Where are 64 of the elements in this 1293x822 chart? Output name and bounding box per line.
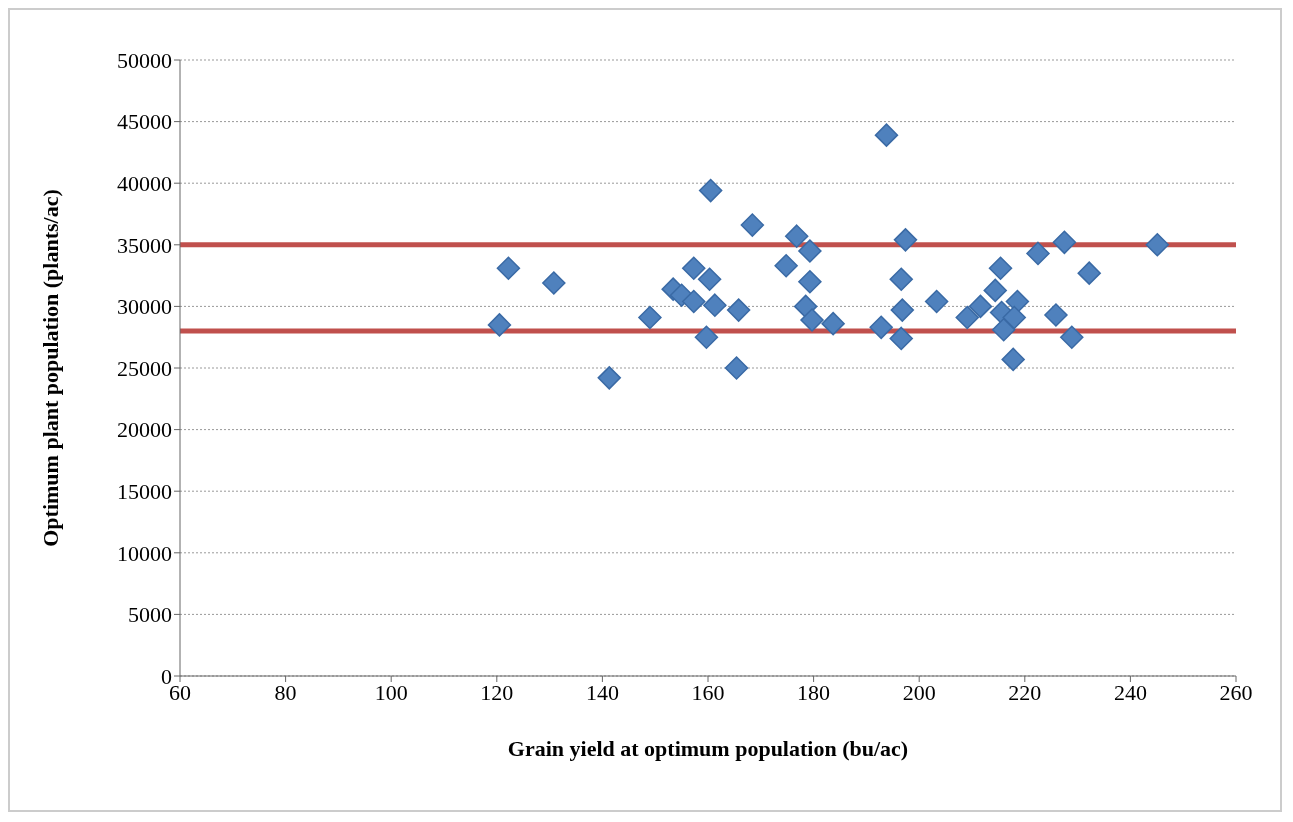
point bbox=[726, 298, 751, 322]
x-axis-title: Grain yield at optimum population (bu/ac) bbox=[507, 736, 909, 761]
y-tick-label: 10000 bbox=[117, 540, 172, 566]
point bbox=[1145, 233, 1170, 257]
point bbox=[698, 178, 723, 203]
point bbox=[681, 289, 706, 314]
point bbox=[800, 308, 824, 332]
point bbox=[798, 239, 822, 263]
x-tick-label: 200 bbox=[902, 679, 936, 705]
y-tick-label: 40000 bbox=[117, 171, 172, 197]
y-tick-label: 20000 bbox=[117, 417, 172, 443]
x-tick-label: 120 bbox=[480, 679, 514, 705]
point bbox=[968, 294, 993, 319]
point bbox=[798, 270, 822, 294]
point bbox=[1005, 289, 1030, 314]
point bbox=[774, 253, 798, 278]
x-tick-label: 80 bbox=[274, 679, 297, 705]
y-tick-label: 15000 bbox=[117, 479, 172, 505]
point bbox=[1060, 325, 1084, 349]
point bbox=[496, 256, 521, 280]
x-tick-label: 240 bbox=[1113, 679, 1147, 705]
x-tick-label: 180 bbox=[797, 679, 831, 705]
x-tick-label: 140 bbox=[585, 679, 619, 705]
point bbox=[1002, 305, 1026, 330]
y-tick-label: 25000 bbox=[117, 355, 172, 381]
point bbox=[724, 356, 749, 380]
point bbox=[924, 289, 949, 314]
point bbox=[983, 278, 1007, 303]
point bbox=[874, 123, 899, 147]
point bbox=[889, 326, 913, 351]
point bbox=[681, 256, 706, 280]
y-tick-label: 30000 bbox=[117, 294, 172, 320]
point bbox=[703, 293, 727, 317]
point bbox=[1077, 261, 1101, 285]
x-tick-label: 160 bbox=[691, 679, 725, 705]
y-tick-label: 35000 bbox=[117, 232, 172, 258]
y-tick-label: 45000 bbox=[117, 109, 172, 135]
point bbox=[1052, 230, 1077, 255]
y-tick-label: 5000 bbox=[128, 602, 172, 628]
point bbox=[740, 213, 765, 237]
point bbox=[784, 224, 809, 248]
point bbox=[821, 311, 845, 336]
point bbox=[697, 267, 722, 292]
point bbox=[893, 228, 918, 252]
point bbox=[487, 313, 512, 337]
point bbox=[955, 305, 979, 330]
point bbox=[694, 325, 719, 349]
point bbox=[638, 305, 662, 330]
y-tick-label: 0 bbox=[161, 663, 172, 689]
point bbox=[991, 318, 1016, 342]
point bbox=[890, 298, 915, 322]
point bbox=[988, 256, 1013, 280]
y-axis-title: Optimum plant population (plants/ac) bbox=[37, 189, 63, 547]
point bbox=[1001, 347, 1025, 372]
point bbox=[542, 271, 566, 295]
point bbox=[869, 315, 893, 340]
x-tick-label: 260 bbox=[1219, 679, 1253, 705]
y-tick-label: 50000 bbox=[117, 47, 172, 73]
point bbox=[1044, 303, 1068, 327]
x-tick-label: 100 bbox=[374, 679, 408, 705]
point bbox=[889, 267, 913, 292]
point bbox=[1026, 241, 1050, 266]
point bbox=[597, 366, 622, 390]
x-tick-label: 220 bbox=[1008, 679, 1042, 705]
